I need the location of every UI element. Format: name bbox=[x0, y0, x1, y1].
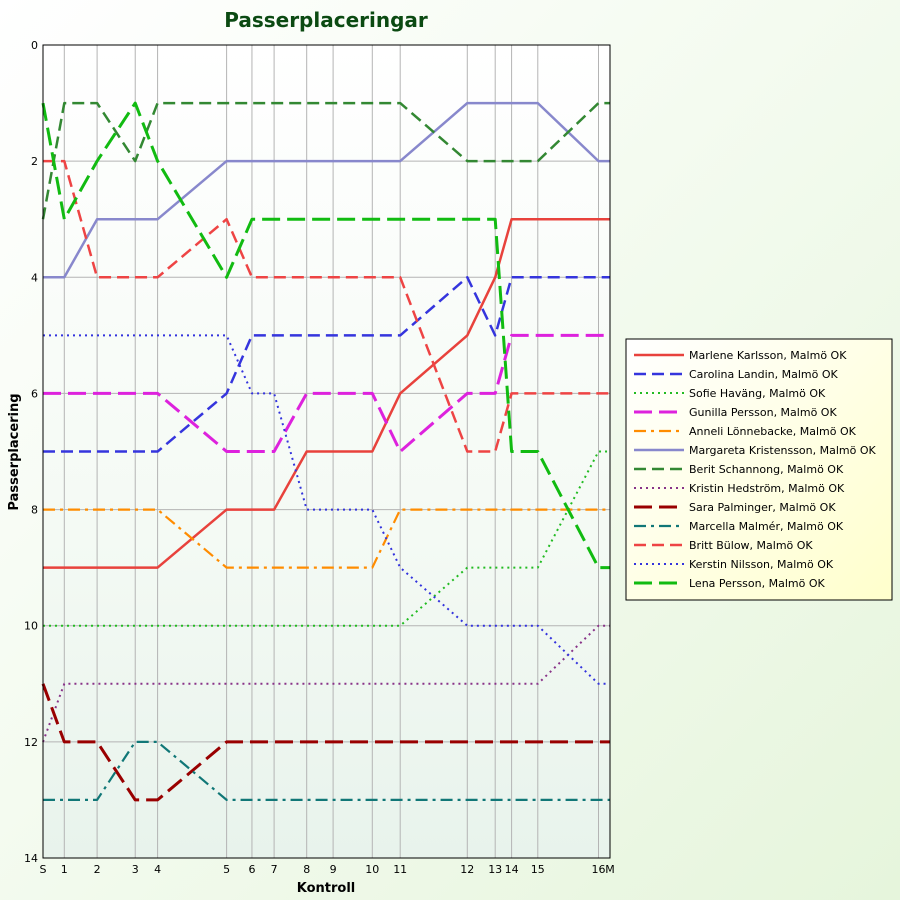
y-tick-label: 4 bbox=[31, 271, 38, 284]
legend-entry: Sara Palminger, Malmö OK bbox=[689, 501, 836, 514]
series-lines bbox=[41, 101, 610, 802]
series-line-12 bbox=[43, 334, 610, 685]
y-tick-label: 10 bbox=[24, 620, 38, 633]
x-tick-label: 14 bbox=[505, 863, 519, 876]
y-tick-label: 14 bbox=[24, 852, 38, 865]
x-tick-labels: S 1 2 3 4 5 6 7 8 9 10 11 12 13 14 15 16 M bbox=[40, 863, 615, 876]
series-line-1 bbox=[43, 217, 610, 569]
x-tick-label: 1 bbox=[61, 863, 68, 876]
x-axis-label: Kontroll bbox=[297, 881, 356, 896]
x-tick-label: 8 bbox=[303, 863, 310, 876]
legend-entry: Sofie Haväng, Malmö OK bbox=[689, 387, 826, 400]
series-line-5 bbox=[43, 508, 610, 569]
x-tick-label: 15 bbox=[531, 863, 545, 876]
chart-title: Passerplaceringar bbox=[224, 8, 428, 32]
legend-entry: Lena Persson, Malmö OK bbox=[689, 577, 825, 590]
legend-entry: Anneli Lönnebacke, Malmö OK bbox=[689, 425, 857, 438]
x-tick-label: 6 bbox=[248, 863, 255, 876]
x-tick-label: 2 bbox=[94, 863, 101, 876]
legend-entry: Britt Bülow, Malmö OK bbox=[689, 539, 813, 552]
series-line-3 bbox=[43, 450, 610, 627]
legend-entry: Kerstin Nilsson, Malmö OK bbox=[689, 558, 834, 571]
x-tick-label: 12 bbox=[460, 863, 474, 876]
legend-entry: Marlene Karlsson, Malmö OK bbox=[689, 349, 847, 362]
x-tick-label: 7 bbox=[271, 863, 278, 876]
series-line-2 bbox=[43, 276, 610, 453]
legend: Marlene Karlsson, Malmö OK Carolina Landi… bbox=[625, 338, 893, 601]
x-tick-label: 5 bbox=[223, 863, 230, 876]
series-line-7 bbox=[41, 101, 610, 220]
y-tick-label: 2 bbox=[31, 155, 38, 168]
legend-entry: Kristin Hedström, Malmö OK bbox=[689, 482, 845, 495]
series-line-9 bbox=[41, 683, 610, 802]
y-tick-label: 6 bbox=[31, 387, 38, 400]
series-line-8 bbox=[42, 624, 610, 743]
x-tick-label: 9 bbox=[330, 863, 337, 876]
series-line-4 bbox=[43, 333, 610, 453]
x-tick-label: 13 bbox=[488, 863, 502, 876]
x-tick-label: 10 bbox=[365, 863, 379, 876]
y-tick-labels: 0 2 4 6 8 10 12 14 bbox=[24, 39, 38, 865]
y-tick-label: 8 bbox=[31, 504, 38, 517]
legend-entry: Carolina Landin, Malmö OK bbox=[689, 368, 838, 381]
legend-entry: Marcella Malmér, Malmö OK bbox=[689, 520, 844, 533]
series-line-10 bbox=[43, 740, 610, 802]
series-line-13 bbox=[41, 101, 610, 570]
legend-entry: Margareta Kristensson, Malmö OK bbox=[689, 444, 877, 457]
x-tick-label: S bbox=[40, 863, 47, 876]
x-tick-label: M bbox=[605, 863, 615, 876]
y-tick-label: 0 bbox=[31, 39, 38, 52]
x-tick-label: 11 bbox=[393, 863, 407, 876]
x-tick-label: 16 bbox=[591, 863, 605, 876]
series-line-11 bbox=[43, 159, 610, 453]
y-tick-label: 12 bbox=[24, 736, 38, 749]
legend-entry: Berit Schannong, Malmö OK bbox=[689, 463, 844, 476]
x-tick-label: 3 bbox=[132, 863, 139, 876]
y-axis-label: Passerplacering bbox=[7, 393, 22, 510]
legend-entry: Gunilla Persson, Malmö OK bbox=[689, 406, 837, 419]
plot-frame bbox=[42, 44, 611, 859]
series-line-6 bbox=[43, 101, 610, 279]
x-tick-label: 4 bbox=[154, 863, 161, 876]
